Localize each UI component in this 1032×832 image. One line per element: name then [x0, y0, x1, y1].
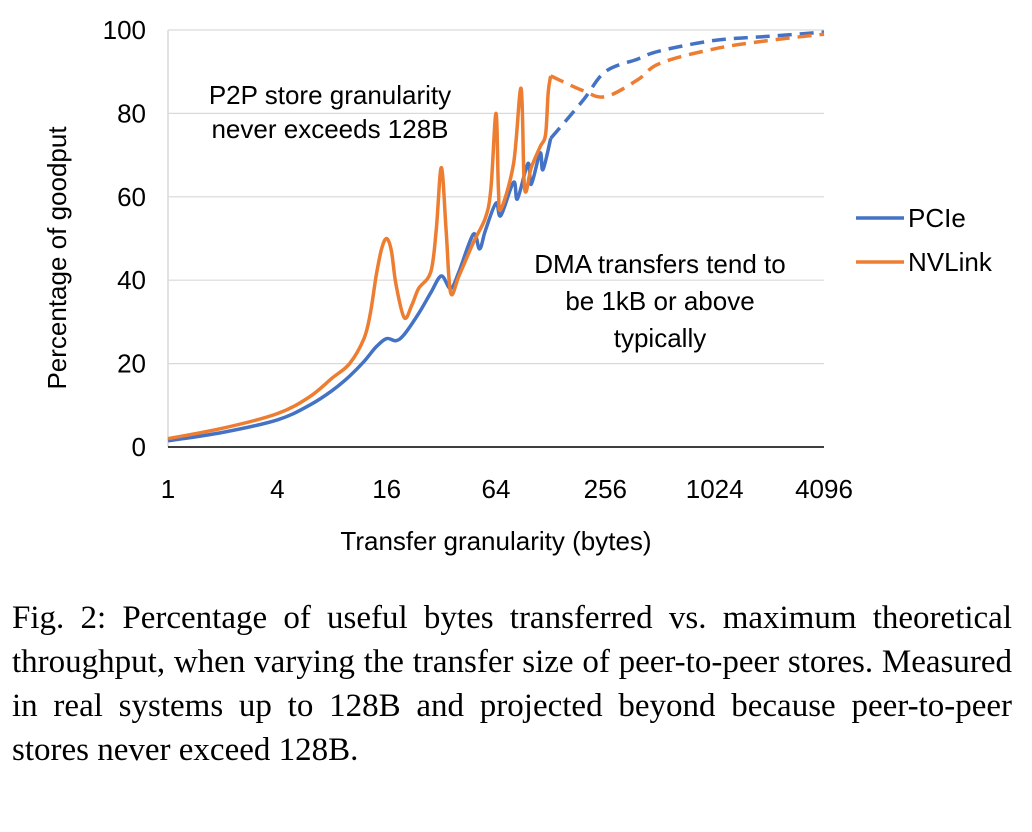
annotation-text: be 1kB or above	[565, 286, 754, 316]
y-tick-label: 20	[117, 349, 146, 379]
series-lines	[167, 30, 825, 443]
x-tick-labels: 1 4 16 64 256 1024 4096	[161, 474, 853, 504]
series-line-nvlink-measured	[167, 75, 553, 441]
series-line-pcie-measured	[167, 137, 553, 443]
y-axis-label: Percentage of goodput	[42, 126, 72, 390]
y-tick-label: 40	[117, 265, 146, 295]
y-tick-label: 60	[117, 182, 146, 212]
x-tick-label: 16	[372, 474, 401, 504]
figure-caption: Fig. 2: Percentage of useful bytes trans…	[12, 600, 1012, 768]
x-axis-label: Transfer granularity (bytes)	[340, 526, 651, 556]
legend-label-nvlink: NVLink	[908, 247, 993, 277]
annotation-text: P2P store granularity	[209, 80, 451, 110]
series-line-pcie-projected	[549, 30, 825, 140]
legend: PCIe NVLink	[856, 203, 993, 277]
x-tick-label: 64	[482, 474, 511, 504]
y-tick-label: 80	[117, 98, 146, 128]
x-tick-label: 1024	[686, 474, 744, 504]
x-tick-label: 4	[270, 474, 284, 504]
axes	[167, 30, 824, 448]
y-tick-labels: 0 20 40 60 80 100	[103, 15, 146, 462]
annotation-text: DMA transfers tend to	[534, 249, 785, 279]
x-tick-label: 256	[584, 474, 627, 504]
y-tick-label: 0	[132, 432, 146, 462]
series-line-nvlink-projected	[549, 32, 825, 99]
y-tick-label: 100	[103, 15, 146, 45]
x-tick-label: 1	[161, 474, 175, 504]
annotation-text: never exceeds 128B	[211, 114, 448, 144]
annotation-text: typically	[614, 323, 706, 353]
x-tick-label: 4096	[795, 474, 853, 504]
annotations: P2P store granularity never exceeds 128B D…	[209, 80, 786, 353]
legend-label-pcie: PCIe	[908, 203, 966, 233]
goodput-chart: 0 20 40 60 80 100 1 4 16 64 256 1024 4096 Percentag…	[42, 15, 993, 556]
